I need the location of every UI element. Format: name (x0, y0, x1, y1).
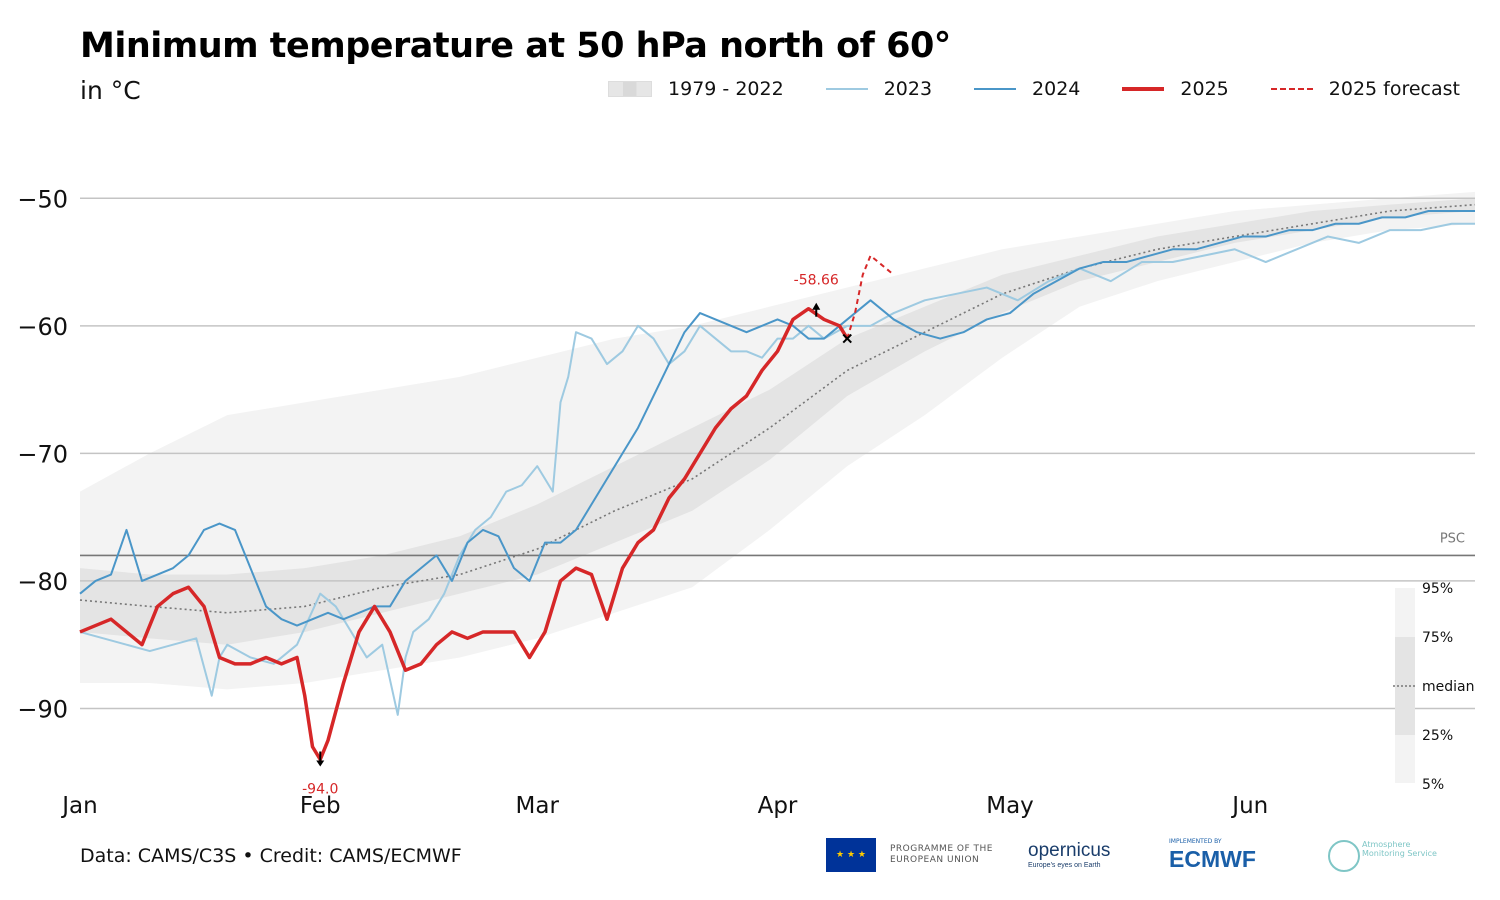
legend-item-2023: 2023 (825, 78, 933, 100)
copernicus-wordmark: opernicus (1028, 840, 1111, 861)
percentile-key-label: median (1422, 679, 1474, 695)
legend-label-2024: 2024 (1032, 78, 1081, 100)
series-line-2025 (79, 306, 849, 762)
psc-label: PSC (1440, 531, 1465, 546)
x-tick-label: Feb (300, 793, 341, 819)
legend-swatch-2024 (974, 88, 1017, 90)
legend-label-climatology: 1979 - 2022 (668, 78, 784, 100)
ams-text: Atmosphere Monitoring Service (1362, 840, 1437, 858)
percentile-key-label: 75% (1422, 630, 1453, 646)
ams-logo-icon (1328, 840, 1360, 872)
ecmwf-logo: ECMWF (1169, 846, 1256, 872)
percentile-key-label: 95% (1422, 581, 1453, 597)
forecast-start-marker (842, 333, 852, 344)
y-tick-label: −50 (17, 185, 68, 213)
x-tick-label: Mar (516, 793, 560, 819)
legend-label-2025: 2025 (1180, 78, 1229, 100)
legend-swatch-forecast (1270, 88, 1313, 90)
annotation-arrowhead (316, 760, 325, 767)
legend-label-2023: 2023 (883, 78, 933, 100)
eu-program-text: PROGRAMME OF THE EUROPEAN UNION (890, 844, 993, 865)
y-tick-label: −60 (17, 313, 68, 341)
x-tick-label: Jan (60, 793, 97, 819)
y-tick-label: −70 (17, 440, 68, 468)
implemented-by-text: IMPLEMENTED BY (1169, 838, 1222, 845)
x-tick-label: May (986, 793, 1034, 819)
footer-logos: ★ ★ ★ PROGRAMME OF THE EUROPEAN UNION op… (826, 832, 1446, 882)
climatology-band-25-75 (80, 198, 1475, 645)
legend-label-forecast: 2025 forecast (1328, 78, 1460, 100)
legend-item-2024: 2024 (974, 78, 1080, 100)
x-tick-label: Apr (758, 793, 798, 819)
chart-title: Minimum temperature at 50 hPa north of 6… (80, 26, 951, 66)
series-line-2024 (79, 210, 1475, 627)
legend-item-climatology: 1979 - 2022 (608, 78, 784, 100)
annotation-min-label: -94.0 (302, 781, 338, 797)
copernicus-logo: opernicus Europe's eyes on Earth (1028, 840, 1110, 869)
credit-text: Data: CAMS/C3S • Credit: CAMS/ECMWF (80, 845, 462, 867)
percentile-key-label: 5% (1422, 777, 1444, 793)
series-line-2023 (79, 222, 1475, 716)
annotation-arrowhead (812, 302, 821, 310)
chart-subtitle: in °C (80, 76, 141, 105)
legend-swatch-band (608, 81, 653, 97)
climatology-median-line (79, 203, 1476, 614)
legend-item-2025: 2025 (1122, 78, 1229, 100)
percentile-key-label: 25% (1422, 728, 1453, 744)
annotation-max-label: -58.66 (794, 273, 839, 289)
y-tick-label: −80 (17, 568, 68, 596)
legend-item-2025-forecast: 2025 forecast (1270, 78, 1460, 100)
x-tick-label: Jun (1230, 793, 1268, 819)
legend-swatch-2025 (1122, 87, 1165, 91)
copernicus-tagline: Europe's eyes on Earth (1028, 862, 1101, 869)
legend: 1979 - 2022 2023 2024 2025 2025 forecast (566, 78, 1460, 100)
legend-swatch-2023 (825, 88, 868, 90)
y-tick-label: −90 (17, 695, 68, 723)
eu-flag-icon: ★ ★ ★ (826, 838, 876, 872)
